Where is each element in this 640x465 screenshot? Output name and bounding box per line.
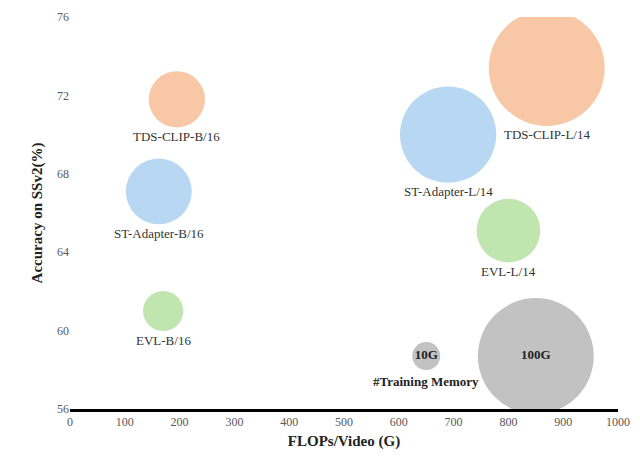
- svg-text:TDS-CLIP-L/14: TDS-CLIP-L/14: [504, 127, 590, 142]
- svg-text:56: 56: [57, 402, 69, 416]
- svg-text:FLOPs/Video (G): FLOPs/Video (G): [288, 433, 400, 450]
- svg-text:700: 700: [445, 415, 463, 429]
- svg-text:0: 0: [67, 415, 73, 429]
- svg-text:72: 72: [57, 89, 69, 103]
- svg-text:600: 600: [390, 415, 408, 429]
- svg-text:100G: 100G: [521, 347, 551, 362]
- svg-text:#Training Memory: #Training Memory: [373, 374, 479, 389]
- svg-text:ST-Adapter-B/16: ST-Adapter-B/16: [114, 226, 204, 241]
- svg-text:300: 300: [225, 415, 243, 429]
- svg-text:10G: 10G: [415, 347, 438, 362]
- svg-text:EVL-B/16: EVL-B/16: [136, 333, 191, 348]
- svg-text:100: 100: [116, 415, 134, 429]
- svg-text:76: 76: [57, 10, 69, 24]
- svg-text:1000: 1000: [606, 415, 630, 429]
- svg-text:ST-Adapter-L/14: ST-Adapter-L/14: [404, 184, 493, 199]
- svg-text:Accuracy on SSv2(%): Accuracy on SSv2(%): [29, 143, 46, 284]
- svg-text:200: 200: [171, 415, 189, 429]
- svg-text:64: 64: [57, 245, 69, 259]
- svg-text:EVL-L/14: EVL-L/14: [481, 264, 536, 279]
- svg-text:400: 400: [280, 415, 298, 429]
- svg-text:500: 500: [335, 415, 353, 429]
- svg-text:60: 60: [57, 324, 69, 338]
- svg-text:900: 900: [554, 415, 572, 429]
- svg-text:68: 68: [57, 167, 69, 181]
- svg-text:TDS-CLIP-B/16: TDS-CLIP-B/16: [133, 129, 220, 144]
- svg-text:800: 800: [499, 415, 517, 429]
